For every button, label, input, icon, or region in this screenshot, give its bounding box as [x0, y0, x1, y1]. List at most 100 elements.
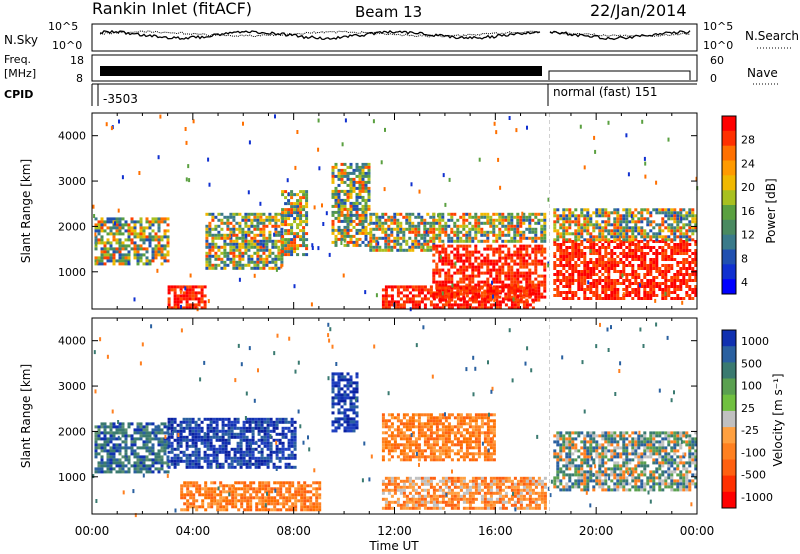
heatmap-cell	[420, 245, 424, 249]
heatmap-cell	[232, 212, 236, 216]
heatmap-cell	[290, 244, 294, 248]
heatmap-cell	[208, 227, 212, 231]
heatmap-cell	[121, 256, 125, 260]
heatmap-cell	[682, 249, 686, 252]
heatmap-cell	[94, 238, 98, 242]
heatmap-cell	[358, 231, 362, 235]
heatmap-cell	[399, 230, 403, 234]
heatmap-cell	[265, 260, 269, 264]
heatmap-cell	[676, 270, 680, 273]
heatmap-cell	[139, 223, 143, 227]
heatmap-cell	[619, 220, 623, 224]
heatmap-cell	[375, 224, 379, 228]
heatmap-cell	[106, 443, 110, 447]
heatmap-cell	[276, 502, 280, 506]
heatmap-cell	[441, 230, 445, 234]
heatmap-cell	[643, 297, 647, 300]
heatmap-cell	[613, 208, 617, 212]
heatmap-cell	[673, 229, 677, 233]
heatmap-cell	[103, 425, 107, 429]
heatmap-cell	[583, 282, 587, 285]
heatmap-cell	[212, 429, 216, 433]
heatmap-cell	[459, 265, 463, 269]
heatmap-cell	[489, 215, 493, 219]
heatmap-cell	[361, 171, 365, 175]
heatmap-cell	[127, 461, 131, 465]
heatmap-cell	[495, 130, 498, 135]
heatmap-cell	[222, 508, 226, 512]
heatmap-cell	[589, 246, 593, 249]
heatmap-cell	[173, 420, 177, 424]
heatmap-cell	[592, 223, 596, 227]
heatmap-cell	[214, 263, 218, 267]
heatmap-cell	[543, 227, 547, 231]
heatmap-cell	[206, 459, 210, 463]
heatmap-cell	[553, 288, 557, 291]
heatmap-cell	[276, 490, 280, 494]
heatmap-cell	[393, 440, 397, 444]
heatmap-cell	[228, 487, 232, 491]
heatmap-cell	[293, 208, 297, 212]
heatmap-cell	[261, 487, 265, 491]
heatmap-cell	[118, 217, 122, 221]
heatmap-cell	[381, 425, 385, 429]
heatmap-cell	[525, 215, 529, 219]
heatmap-cell	[673, 208, 677, 212]
heatmap-cell	[203, 306, 207, 310]
heatmap-cell	[337, 420, 341, 424]
heatmap-cell	[266, 447, 270, 451]
heatmap-cell	[100, 250, 104, 254]
heatmap-cell	[160, 238, 164, 242]
heatmap-cell	[438, 292, 442, 296]
heatmap-cell	[501, 244, 505, 248]
heatmap-cell	[577, 273, 581, 276]
heatmap-cell	[688, 208, 692, 212]
heatmap-cell	[429, 291, 433, 295]
heatmap-cell	[265, 218, 269, 222]
heatmap-cell	[139, 217, 143, 221]
heatmap-cell	[118, 247, 122, 251]
heatmap-cell	[364, 165, 368, 169]
heatmap-cell	[205, 254, 209, 258]
heatmap-cell	[305, 238, 309, 242]
heatmap-cell	[667, 211, 671, 215]
heatmap-cell	[256, 257, 260, 261]
heatmap-cell	[378, 224, 382, 228]
heatmap-cell	[559, 282, 563, 285]
heatmap-cell	[589, 243, 593, 246]
heatmap-cell	[483, 271, 487, 275]
heatmap-cell	[112, 452, 116, 456]
heatmap-cell	[346, 420, 350, 424]
heatmap-cell	[364, 237, 368, 241]
heatmap-cell	[183, 484, 187, 488]
heatmap-cell	[245, 417, 249, 421]
heatmap-cell	[97, 434, 101, 438]
heatmap-cell	[405, 218, 409, 222]
heatmap-cell	[649, 267, 653, 270]
heatmap-cell	[513, 286, 517, 290]
heatmap-cell	[375, 227, 379, 231]
heatmap-cell	[390, 221, 394, 225]
heatmap-cell	[634, 255, 638, 258]
heatmap-cell	[610, 294, 614, 297]
heatmap-cell	[268, 266, 272, 270]
heatmap-cell	[598, 255, 602, 258]
heatmap-cell	[186, 505, 190, 509]
heatmap-cell	[522, 247, 526, 251]
heatmap-cell	[148, 440, 152, 444]
heatmap-cell	[414, 285, 418, 289]
heatmap-cell	[682, 246, 686, 249]
heatmap-cell	[438, 227, 442, 231]
heatmap-cell	[688, 214, 692, 218]
heatmap-cell	[236, 426, 240, 430]
heatmap-cell	[489, 292, 493, 296]
heatmap-cell	[420, 300, 424, 304]
heatmap-cell	[438, 212, 442, 216]
heatmap-cell	[384, 242, 388, 246]
heatmap-cell	[516, 218, 520, 222]
heatmap-cell	[501, 268, 505, 272]
heatmap-cell	[227, 432, 231, 436]
heatmap-cell	[468, 212, 472, 216]
heatmap-cell	[224, 450, 228, 454]
